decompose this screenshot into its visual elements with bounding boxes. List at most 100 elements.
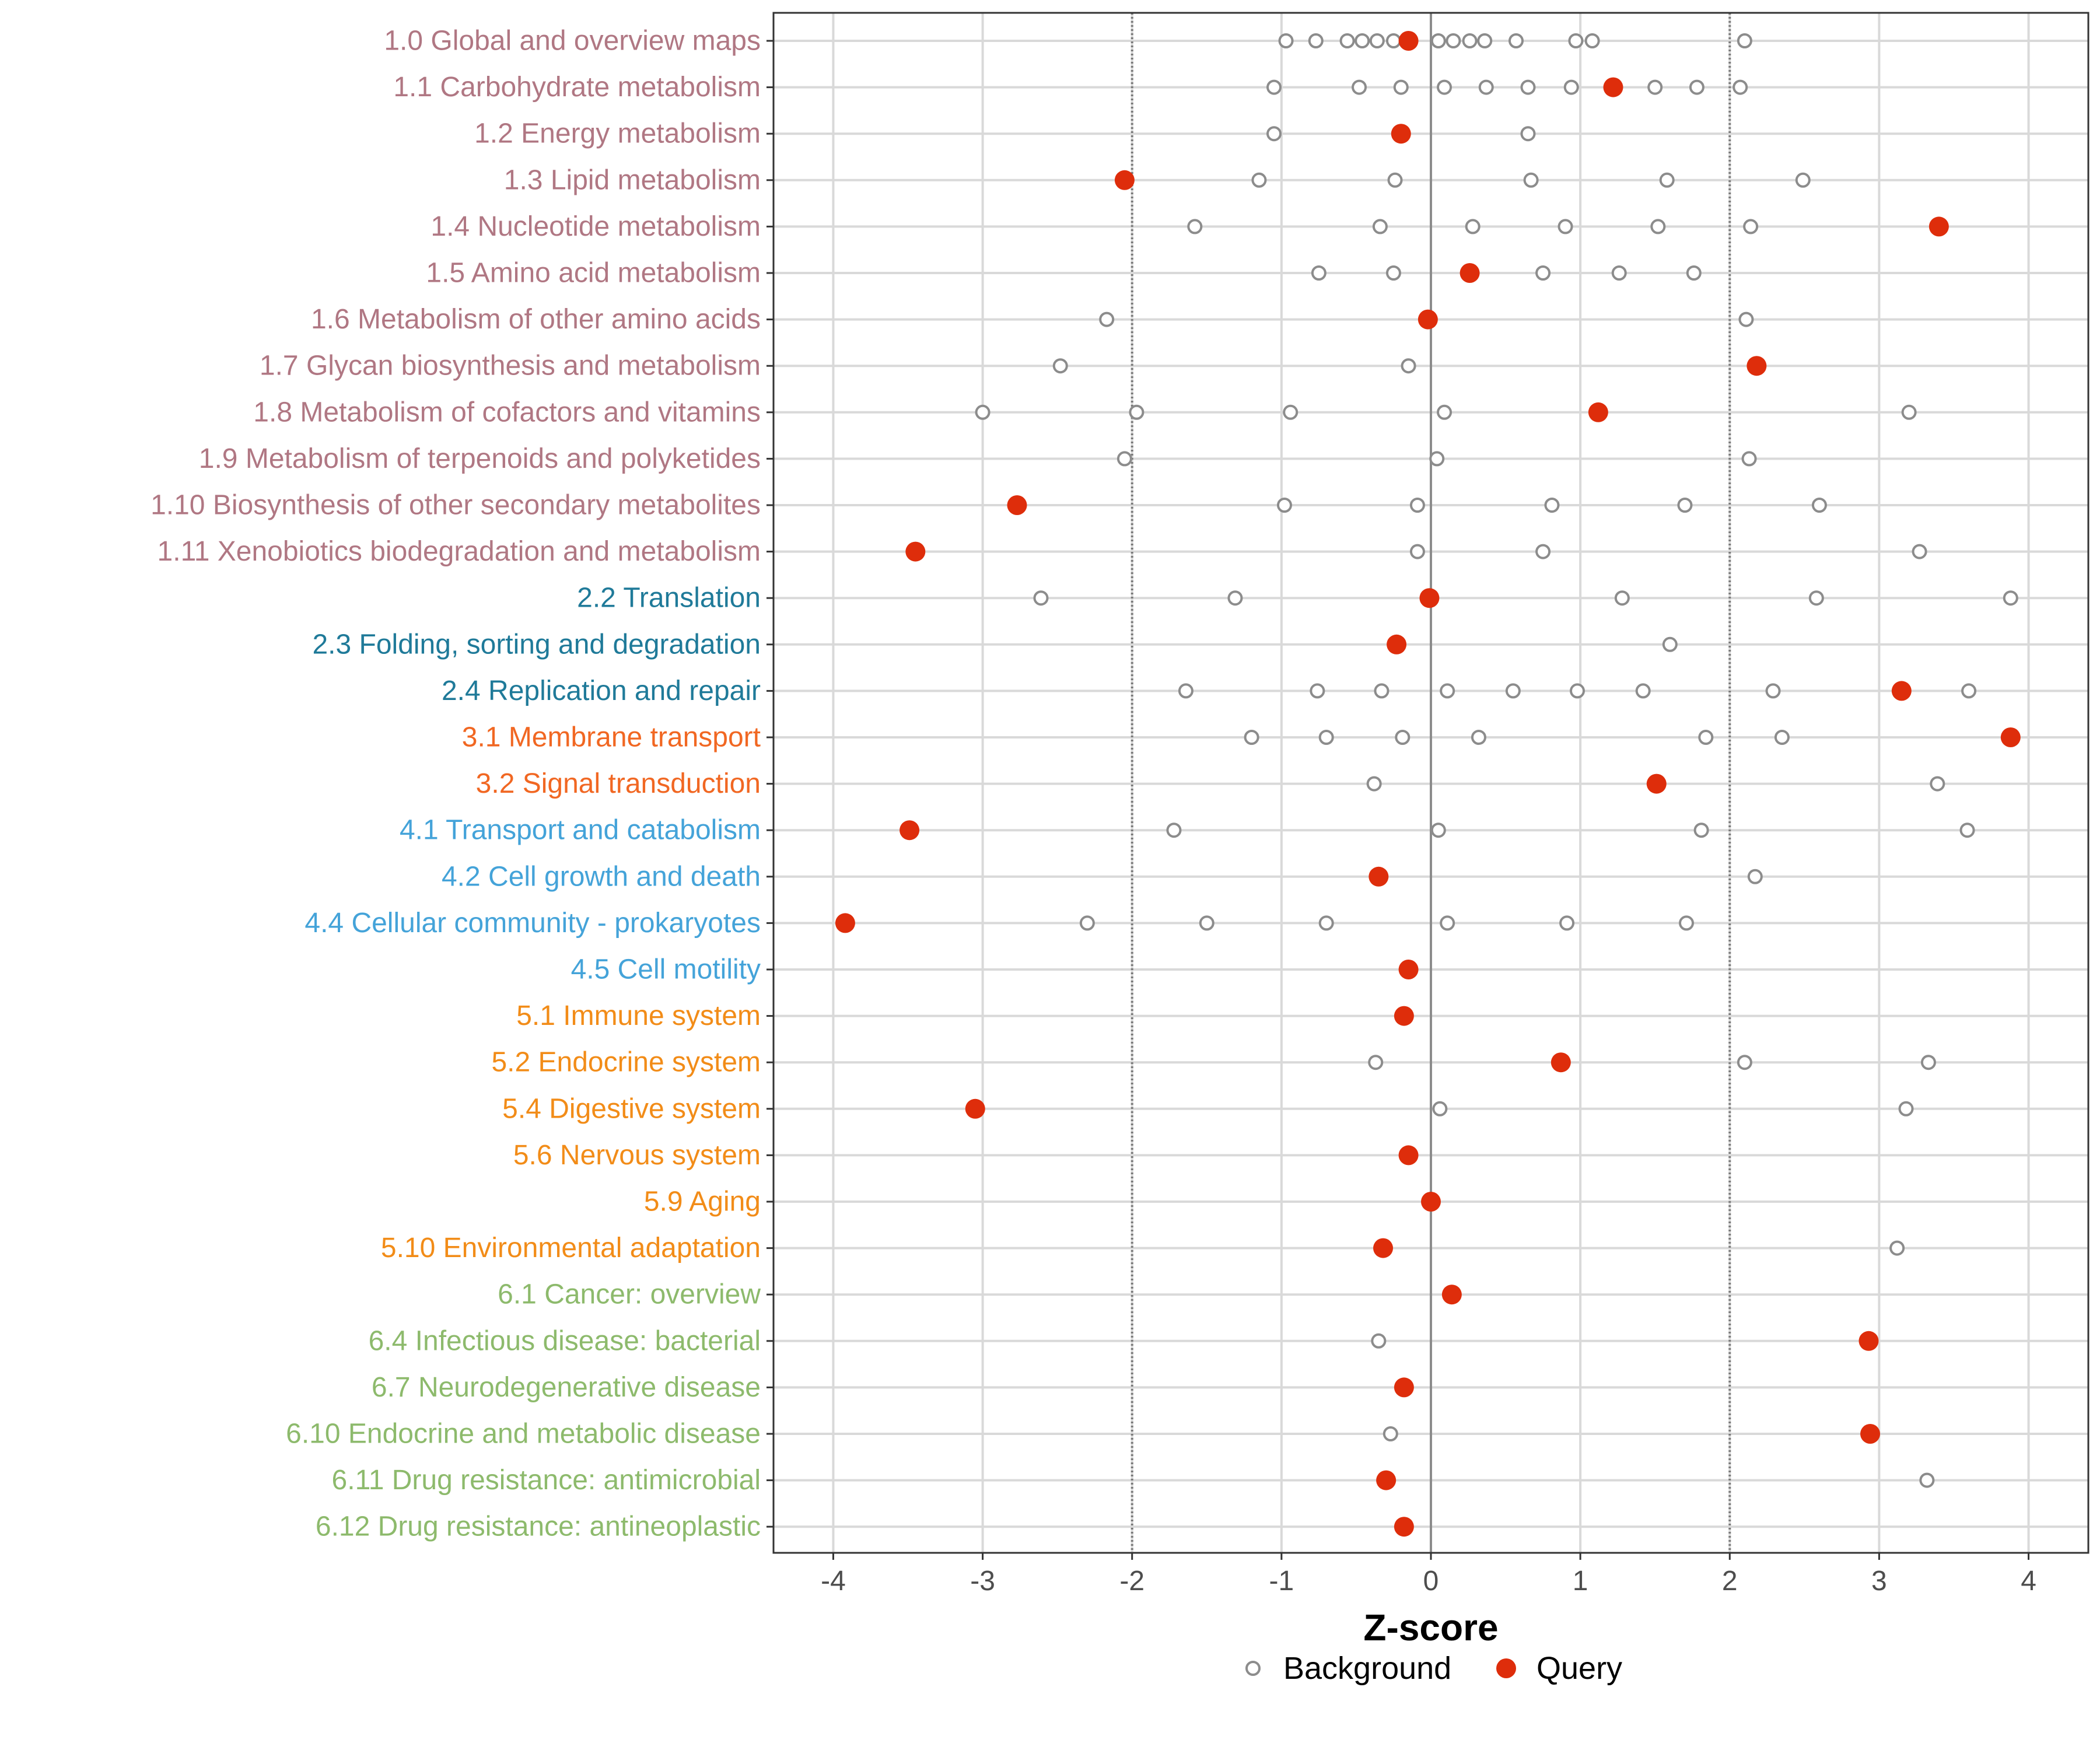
x-axis-title: Z-score — [1363, 1606, 1498, 1648]
background-point — [1743, 219, 1759, 235]
background-point — [1677, 498, 1693, 513]
category-label: 6.11 Drug resistance: antimicrobial — [332, 1465, 761, 1496]
background-point — [1251, 172, 1267, 188]
legend-query-symbol — [1496, 1658, 1516, 1678]
category-label: 4.1 Transport and catabolism — [400, 815, 761, 846]
background-point — [1811, 498, 1827, 513]
background-point — [1611, 265, 1627, 281]
background-point — [1446, 33, 1461, 48]
background-point — [1187, 219, 1203, 235]
background-point — [1462, 33, 1478, 48]
background-point — [1570, 683, 1586, 699]
legend-query-label: Query — [1536, 1651, 1622, 1686]
background-point — [1647, 79, 1663, 95]
category-label: 6.4 Infectious disease: bacterial — [369, 1325, 761, 1356]
background-point — [1693, 822, 1709, 838]
background-point — [1393, 79, 1409, 95]
query-point — [1746, 356, 1767, 376]
background-point — [1959, 822, 1975, 838]
background-point — [1437, 404, 1452, 420]
y-axis: 1.0 Global and overview maps 1.1 Carbohyd… — [150, 26, 774, 1542]
background-point — [1099, 312, 1115, 327]
background-point — [1520, 126, 1536, 142]
category-label: 5.9 Aging — [644, 1186, 761, 1217]
background-point — [1266, 79, 1282, 95]
background-point — [1199, 915, 1214, 931]
background-point — [1352, 79, 1367, 95]
background-point — [1283, 404, 1298, 420]
query-point — [1419, 588, 1440, 608]
background-point — [1544, 498, 1560, 513]
background-point — [1732, 79, 1748, 95]
background-point — [1523, 172, 1539, 188]
background-point — [1737, 1055, 1752, 1070]
category-label: 5.6 Nervous system — [513, 1140, 761, 1171]
background-points — [975, 33, 2018, 1488]
background-point — [1244, 730, 1259, 745]
query-point — [1376, 1470, 1396, 1490]
x-tick-label: -2 — [1119, 1566, 1144, 1597]
background-point — [1535, 265, 1551, 281]
background-point — [2003, 590, 2018, 606]
query-points — [835, 31, 2021, 1537]
query-point — [1421, 1192, 1441, 1212]
category-label: 2.4 Replication and repair — [442, 676, 761, 706]
x-tick-label: 2 — [1722, 1566, 1738, 1597]
category-label: 5.1 Immune system — [516, 1000, 761, 1031]
category-label: 6.10 Endocrine and metabolic disease — [286, 1419, 761, 1450]
background-point — [1478, 79, 1494, 95]
category-label: 5.10 Environmental adaptation — [381, 1233, 761, 1264]
background-point — [1635, 683, 1651, 699]
background-point — [1686, 265, 1702, 281]
background-point — [1368, 1055, 1384, 1070]
query-point — [1860, 1424, 1881, 1444]
query-point — [965, 1098, 985, 1119]
background-point — [1889, 1240, 1905, 1256]
x-tick-label: -4 — [821, 1566, 846, 1597]
background-point — [1079, 915, 1095, 931]
background-point — [1387, 172, 1403, 188]
background-point — [1369, 33, 1385, 48]
category-label: 6.12 Drug resistance: antineoplastic — [316, 1511, 761, 1542]
background-point — [1584, 33, 1600, 48]
background-point — [1385, 33, 1401, 48]
query-point — [1007, 495, 1027, 515]
query-point — [1398, 960, 1419, 979]
background-point — [1440, 915, 1455, 931]
background-point — [1374, 683, 1390, 699]
category-label: 1.10 Biosynthesis of other secondary met… — [150, 490, 761, 521]
x-tick-label: -3 — [970, 1566, 995, 1597]
query-point — [1603, 77, 1623, 97]
background-point — [1930, 776, 1945, 792]
category-label: 4.5 Cell motility — [571, 954, 761, 985]
background-point — [1129, 404, 1144, 420]
background-point — [1166, 822, 1182, 838]
query-point — [1859, 1331, 1879, 1351]
legend: Background Query — [1245, 1651, 1622, 1686]
category-label: 1.7 Glycan biosynthesis and metabolism — [260, 351, 761, 382]
background-point — [1430, 822, 1446, 838]
background-point — [1689, 79, 1704, 95]
background-point — [1741, 451, 1757, 467]
category-label: 4.4 Cellular community - prokaryotes — [304, 908, 761, 939]
background-point — [1898, 1101, 1914, 1116]
background-point — [1440, 683, 1455, 699]
background-point — [1678, 915, 1694, 931]
background-point — [1795, 172, 1811, 188]
category-label: 1.6 Metabolism of other amino acids — [311, 304, 761, 335]
background-point — [1052, 358, 1068, 374]
query-point — [1646, 774, 1667, 794]
category-label: 5.2 Endocrine system — [491, 1047, 761, 1078]
category-label: 1.1 Carbohydrate metabolism — [393, 72, 761, 103]
background-point — [1266, 126, 1282, 142]
x-tick-label: -1 — [1269, 1566, 1294, 1597]
background-point — [1774, 730, 1790, 745]
background-point — [1430, 33, 1446, 48]
x-tick-label: 3 — [1871, 1566, 1887, 1597]
category-label: 1.8 Metabolism of cofactors and vitamins — [253, 397, 761, 428]
background-point — [1318, 915, 1334, 931]
query-point — [1460, 263, 1480, 283]
background-point — [1568, 33, 1584, 48]
background-point — [1563, 79, 1579, 95]
